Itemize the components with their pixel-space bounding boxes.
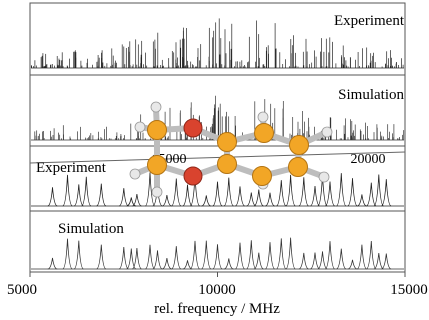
- spectral-peak: [310, 185, 320, 207]
- spectral-peak: [47, 187, 58, 207]
- bottom-experiment-label: Experiment: [36, 160, 107, 176]
- spectral-peak: [235, 242, 245, 270]
- x-axis: [29, 272, 406, 277]
- spectral-peak: [336, 248, 347, 270]
- spectral-peak: [152, 250, 163, 270]
- spectral-peak: [246, 240, 257, 270]
- spectral-peak: [212, 244, 223, 270]
- spectral-peak: [265, 242, 275, 270]
- spectral-peak: [356, 244, 367, 270]
- spectral-peak: [366, 182, 377, 207]
- spectral-peak: [126, 248, 137, 270]
- spectral-peak: [310, 252, 320, 270]
- top-experiment-label: Experiment: [334, 13, 405, 29]
- spectral-peak: [253, 252, 264, 270]
- spectral-peak: [285, 174, 296, 207]
- spectral-peak: [145, 244, 155, 270]
- molecule-model-icon: [129, 101, 333, 198]
- spectral-peak: [73, 184, 84, 207]
- bottom-experiment-trace: [31, 172, 404, 207]
- spectral-peak: [347, 178, 358, 207]
- bottom-simulation-trace: [31, 237, 404, 270]
- spectral-peak: [182, 260, 193, 270]
- top-experiment-trace: [31, 18, 404, 69]
- spectral-peak: [162, 194, 172, 207]
- x-tick-15000: 15000: [390, 282, 428, 298]
- spectral-peak: [118, 246, 129, 270]
- spectral-peak: [298, 177, 309, 207]
- spectral-peak: [223, 177, 234, 207]
- spectral-peak: [325, 241, 335, 270]
- top-simulation-label: Simulation: [338, 87, 404, 103]
- spectral-peak: [96, 183, 107, 207]
- spectral-peak: [325, 181, 335, 207]
- spectral-peak: [235, 186, 245, 207]
- spectral-peak: [276, 238, 287, 270]
- spectral-peak: [132, 193, 142, 207]
- spectral-peak: [373, 174, 384, 207]
- spectral-peak: [212, 181, 223, 207]
- bottom-simulation-label: Simulation: [58, 221, 124, 237]
- spectral-peak: [381, 253, 392, 270]
- spectral-peak: [246, 192, 257, 207]
- spectral-peak: [357, 194, 367, 207]
- spectral-peak: [182, 184, 193, 207]
- x-tick-5000: 5000: [7, 282, 37, 298]
- spectral-peak: [336, 173, 347, 207]
- spectral-peak: [47, 257, 58, 270]
- spectral-peak: [73, 240, 84, 270]
- spectral-peak: [276, 180, 287, 207]
- spectral-peak: [81, 176, 92, 207]
- spectral-peak: [96, 244, 107, 270]
- inset-tick-20000: 20000: [351, 152, 386, 167]
- spectral-peak: [144, 172, 156, 207]
- spectral-peak: [298, 252, 309, 270]
- x-tick-10000: 10000: [198, 282, 236, 298]
- spectral-peak: [253, 189, 264, 207]
- spectral-peak: [62, 238, 73, 270]
- x-axis-label: rel. frequency / MHz: [154, 301, 280, 317]
- inset-axis-line: [29, 151, 406, 164]
- spectral-peak: [373, 252, 384, 270]
- spectral-peak: [381, 179, 392, 207]
- spectral-peak: [62, 174, 73, 207]
- spectral-peak: [223, 258, 234, 270]
- spectral-peak: [171, 178, 182, 207]
- spectral-peak: [131, 247, 142, 270]
- spectral-peak: [201, 195, 212, 207]
- spectral-peak: [171, 246, 182, 270]
- spectral-peak: [201, 240, 212, 270]
- spectral-peak: [347, 259, 358, 270]
- spectral-peak: [285, 237, 296, 270]
- spectral-peak: [162, 258, 172, 270]
- spectral-peak: [265, 192, 275, 207]
- spectral-peak: [126, 197, 137, 207]
- spectral-peak: [118, 188, 129, 207]
- spectral-peak: [366, 240, 377, 270]
- spectral-peak: [317, 251, 328, 270]
- spectral-peak: [190, 240, 200, 270]
